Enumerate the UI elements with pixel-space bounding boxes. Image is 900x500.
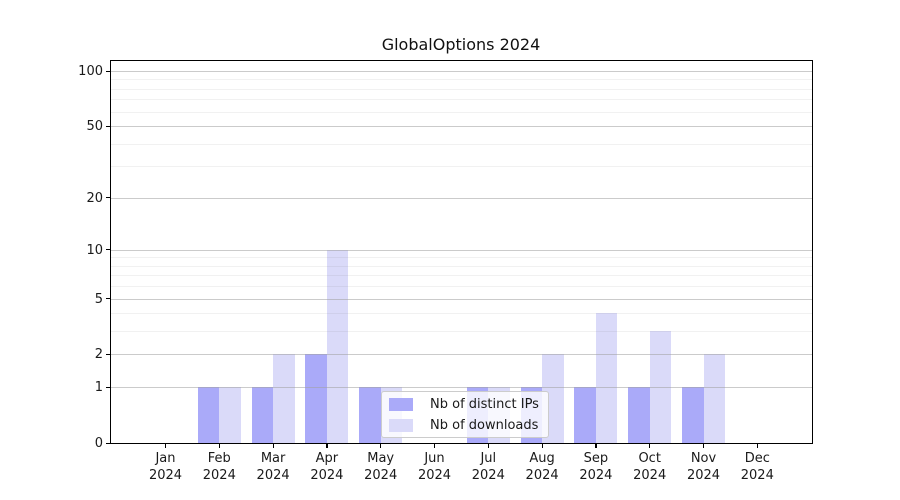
legend-item-distinct-ips: Nb of distinct IPs bbox=[382, 396, 548, 413]
y-tick-mark bbox=[106, 442, 110, 444]
bar-ips-oct bbox=[628, 387, 650, 443]
y-tick-mark bbox=[106, 197, 110, 199]
gridline-minor bbox=[111, 313, 812, 315]
y-tick-mark bbox=[106, 353, 110, 356]
bar-ips-mar bbox=[251, 387, 274, 443]
gridline-minor bbox=[111, 166, 812, 168]
legend-swatch-distinct-ips-icon bbox=[389, 397, 413, 411]
bar-ips-apr bbox=[305, 354, 327, 443]
y-tick-label: 0 bbox=[94, 436, 103, 451]
x-tick-mark bbox=[703, 444, 705, 448]
bar-ips-sep bbox=[574, 387, 596, 443]
x-tick-label: Jan 2024 bbox=[148, 451, 183, 483]
x-tick-label: May 2024 bbox=[364, 451, 398, 483]
gridline-minor bbox=[111, 286, 812, 288]
gridline-minor bbox=[111, 275, 812, 277]
x-tick-mark bbox=[595, 444, 597, 448]
chart-title: GlobalOptions 2024 bbox=[381, 35, 541, 54]
x-tick-label: Feb 2024 bbox=[202, 451, 236, 483]
gridline-minor bbox=[111, 331, 812, 333]
y-tick-label: 2 bbox=[94, 347, 103, 363]
legend: Nb of distinct IPs Nb of downloads bbox=[381, 391, 549, 438]
bar-downloads-oct bbox=[649, 331, 672, 443]
y-tick-label: 1 bbox=[94, 380, 103, 396]
x-tick-label: Apr 2024 bbox=[310, 451, 344, 483]
gridline-major bbox=[111, 197, 812, 199]
x-tick-mark bbox=[541, 444, 543, 448]
y-tick-mark bbox=[106, 70, 110, 72]
gridline-major bbox=[111, 249, 812, 251]
bar-downloads-nov bbox=[703, 354, 725, 443]
gridline-major bbox=[111, 126, 812, 128]
gridline-major bbox=[111, 298, 812, 300]
x-tick-mark bbox=[218, 444, 220, 448]
x-tick-mark bbox=[487, 444, 489, 448]
x-tick-label: Nov 2024 bbox=[686, 451, 721, 483]
x-tick-label: Jul 2024 bbox=[471, 451, 505, 483]
bar-ips-feb bbox=[197, 387, 220, 443]
bar-downloads-mar bbox=[273, 354, 295, 443]
x-tick-label: Sep 2024 bbox=[579, 451, 613, 483]
gridline-minor bbox=[111, 88, 812, 90]
gridline-minor bbox=[111, 79, 812, 81]
legend-item-downloads: Nb of downloads bbox=[382, 417, 548, 434]
y-tick-mark bbox=[106, 298, 110, 300]
bar-ips-nov bbox=[682, 387, 704, 443]
bar-downloads-apr bbox=[326, 249, 349, 443]
gridline-minor bbox=[111, 99, 812, 101]
plot-area: Nb of distinct IPs Nb of downloads Jan 20… bbox=[78, 60, 813, 483]
legend-label-downloads: Nb of downloads bbox=[430, 417, 539, 433]
gridline-minor bbox=[111, 143, 812, 145]
x-tick-mark bbox=[649, 444, 651, 448]
x-tick-mark bbox=[380, 444, 382, 448]
gridline-major bbox=[111, 71, 812, 72]
bar-ips-may bbox=[359, 387, 381, 443]
y-tick-label: 100 bbox=[78, 64, 103, 79]
x-tick-label: Jun 2024 bbox=[417, 451, 452, 483]
x-tick-label: Mar 2024 bbox=[256, 451, 290, 483]
y-tick-mark bbox=[106, 249, 110, 251]
bar-downloads-feb bbox=[219, 387, 241, 443]
y-tick-label: 50 bbox=[86, 119, 103, 135]
x-tick-mark bbox=[326, 444, 328, 448]
x-tick-mark bbox=[756, 444, 758, 448]
gridline-minor bbox=[111, 265, 812, 267]
y-tick-label: 5 bbox=[94, 291, 103, 307]
gridline-minor bbox=[111, 257, 812, 259]
x-tick-mark bbox=[272, 444, 274, 448]
legend-label-distinct-ips: Nb of distinct IPs bbox=[430, 396, 539, 412]
gridline-minor bbox=[111, 111, 812, 113]
y-tick-mark bbox=[106, 125, 110, 127]
bar-downloads-sep bbox=[595, 313, 618, 443]
y-tick-label: 20 bbox=[86, 190, 103, 206]
x-tick-mark bbox=[165, 444, 167, 448]
x-tick-label: Oct 2024 bbox=[633, 451, 667, 483]
y-tick-label: 10 bbox=[86, 242, 103, 258]
x-tick-label: Aug 2024 bbox=[525, 451, 559, 483]
legend-swatch-downloads-icon bbox=[389, 418, 413, 432]
x-tick-mark bbox=[434, 444, 436, 448]
x-tick-label: Dec 2024 bbox=[740, 451, 774, 483]
y-tick-mark bbox=[106, 386, 110, 388]
